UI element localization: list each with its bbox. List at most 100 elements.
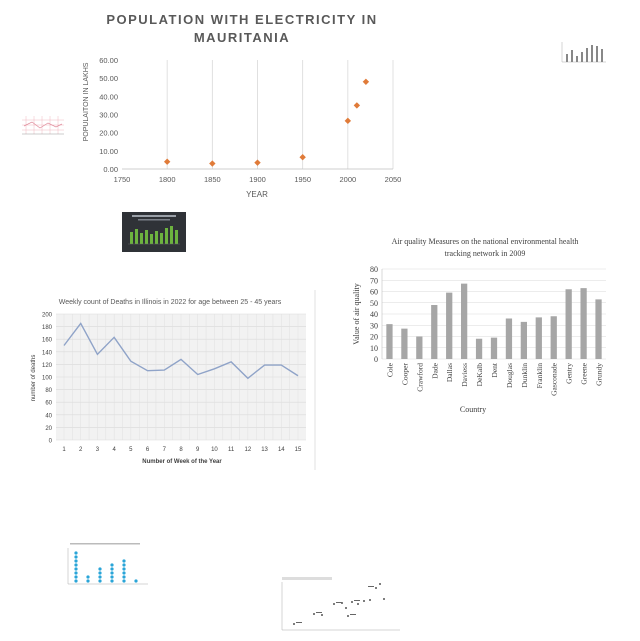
air-quality-bar	[595, 299, 602, 359]
air-quality-x-tick-label: Dallas	[445, 363, 454, 382]
deaths-series-line	[63, 322, 299, 380]
air-quality-x-tick-label: DeKalb	[475, 363, 484, 387]
air-quality-title-line1: Air quality Measures on the national env…	[392, 237, 579, 246]
population-x-axis-label: YEAR	[246, 190, 268, 199]
population-x-tick-label: 1900	[249, 175, 266, 184]
air-quality-x-tick-label: Crawford	[415, 363, 424, 392]
population-data-point	[362, 78, 370, 85]
population-y-tick-label: 10.00	[99, 147, 118, 156]
air-quality-bar	[505, 318, 513, 359]
air-quality-bar	[431, 305, 438, 359]
air-quality-x-axis-label: Country	[460, 405, 486, 414]
deaths-x-tick-label: 2	[79, 447, 83, 453]
deaths-y-tick-label: 100	[42, 376, 53, 382]
deaths-x-tick-label: 4	[112, 447, 116, 453]
population-x-tick-label: 2000	[339, 175, 356, 184]
air-quality-bar	[386, 324, 393, 359]
population-chart-svg: POPULATION WITH ELECTRICITY IN MAURITANI…	[83, 12, 402, 199]
deaths-y-tick-label: 160	[42, 338, 53, 344]
population-data-point	[163, 158, 171, 165]
deaths-y-tick-label: 120	[42, 363, 53, 369]
air-quality-x-tick-label: Grundy	[595, 363, 604, 386]
population-data-point	[209, 160, 216, 167]
deaths-x-tick-label: 11	[228, 447, 235, 453]
deaths-y-tick-label: 140	[42, 350, 53, 356]
air-quality-x-tick-label: Daviess	[460, 363, 469, 387]
thumbnail-chart-pink-svg	[18, 112, 66, 140]
air-quality-bar	[446, 292, 453, 359]
deaths-x-tick-label: 3	[96, 447, 100, 453]
air-quality-y-tick-label: 70	[370, 276, 378, 285]
deaths-x-tick-label: 6	[146, 447, 150, 453]
air-quality-bar	[475, 338, 483, 359]
thumbnail-chart-scatter-svg	[272, 574, 404, 636]
population-x-tick-label: 1850	[204, 175, 221, 184]
population-y-tick-label: 30.00	[99, 111, 118, 120]
thumbnail-chart-blue-dots-svg	[67, 543, 148, 585]
population-chart-title-line2: MAURITANIA	[194, 30, 290, 45]
air-quality-x-tick-label: Dent	[490, 362, 499, 377]
deaths-x-tick-label: 8	[179, 447, 183, 453]
deaths-y-axis-label: number of deaths	[31, 355, 37, 402]
deaths-x-tick-label: 12	[245, 447, 252, 453]
deaths-x-axis-label: Number of Week of the Year	[142, 459, 222, 465]
deaths-chart-title: Weekly count of Deaths in Illinois in 20…	[59, 299, 282, 306]
air-quality-x-tick-label: Dunklin	[520, 363, 529, 388]
deaths-y-tick-label: 180	[42, 325, 53, 331]
thumbnail-chart-pink	[18, 112, 66, 140]
thumbnail-chart-blue-dots	[58, 540, 150, 590]
air-quality-y-tick-label: 40	[370, 310, 378, 319]
air-quality-x-tick-label: Gentry	[565, 363, 574, 384]
air-quality-y-tick-label: 30	[370, 321, 378, 330]
deaths-x-tick-label: 9	[196, 447, 200, 453]
population-data-point	[254, 159, 261, 166]
deaths-x-tick-label: 13	[261, 447, 268, 453]
air-quality-y-tick-label: 50	[370, 299, 378, 308]
deaths-x-tick-label: 14	[278, 447, 285, 453]
air-quality-bar	[520, 321, 528, 359]
air-quality-bar	[565, 289, 572, 359]
air-quality-bar	[580, 288, 587, 359]
thumbnail-chart-dark	[122, 212, 186, 252]
air-quality-x-tick-label: Franklin	[535, 363, 544, 389]
deaths-x-tick-label: 15	[295, 447, 302, 453]
air-quality-x-tick-label: Douglas	[505, 363, 514, 388]
air-quality-y-axis-label: Value of air quality	[352, 283, 361, 345]
population-x-tick-label: 1800	[159, 175, 176, 184]
air-quality-bar	[401, 328, 408, 359]
air-quality-y-tick-label: 20	[370, 333, 378, 342]
deaths-y-tick-label: 200	[42, 313, 53, 319]
population-y-tick-label: 60.00	[99, 56, 118, 65]
population-data-point	[353, 102, 361, 109]
deaths-x-tick-label: 5	[129, 447, 133, 453]
thumbnail-chart-dark-svg	[122, 212, 186, 252]
air-quality-x-tick-label: Cooper	[400, 363, 409, 386]
air-quality-chart: Air quality Measures on the national env…	[350, 232, 620, 422]
deaths-y-tick-label: 0	[49, 439, 53, 445]
population-x-tick-label: 2050	[385, 175, 402, 184]
thumbnail-chart-scatter	[272, 574, 404, 636]
population-y-tick-label: 40.00	[99, 92, 118, 101]
deaths-chart-svg: Weekly count of Deaths in Illinois in 20…	[30, 290, 320, 470]
air-quality-y-tick-label: 10	[370, 344, 378, 353]
deaths-x-tick-label: 1	[62, 447, 66, 453]
population-y-tick-label: 20.00	[99, 129, 118, 138]
air-quality-bar	[416, 336, 423, 359]
air-quality-bar	[550, 316, 557, 359]
deaths-y-tick-label: 80	[45, 388, 52, 394]
air-quality-bar	[490, 337, 498, 359]
air-quality-bar	[535, 317, 542, 359]
population-y-axis-label: POPULAITON IN LAKHS	[83, 62, 90, 141]
air-quality-x-tick-label: Dade	[430, 362, 439, 378]
air-quality-x-tick-label: Greene	[580, 362, 589, 384]
deaths-y-tick-label: 60	[45, 401, 52, 407]
population-x-tick-label: 1750	[114, 175, 131, 184]
air-quality-title-line2: tracking network in 2009	[445, 249, 526, 258]
air-quality-y-tick-label: 80	[370, 265, 378, 274]
deaths-x-tick-label: 10	[211, 447, 218, 453]
population-y-tick-label: 0.00	[103, 165, 118, 174]
thumbnail-chart-bars-top-right	[552, 40, 608, 68]
population-chart-title-line1: POPULATION WITH ELECTRICITY IN	[106, 12, 377, 27]
air-quality-y-tick-label: 0	[374, 355, 378, 364]
population-data-point	[344, 117, 352, 125]
